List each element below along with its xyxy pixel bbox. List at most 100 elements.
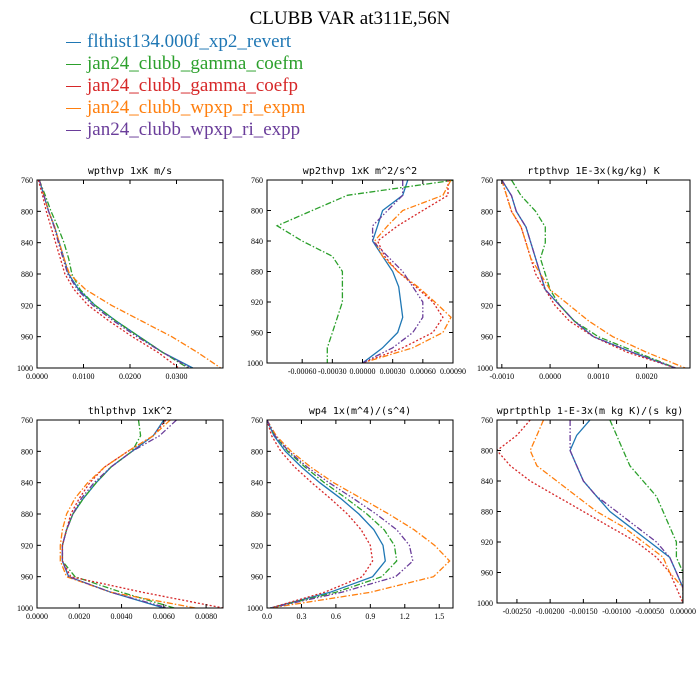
series-line [362, 180, 409, 363]
x-tick-label: -0.00030 [318, 367, 347, 376]
series-line [275, 180, 453, 363]
y-tick-label: 840 [481, 239, 493, 248]
x-tick-label: -0.00060 [288, 367, 317, 376]
series-line [59, 420, 196, 608]
plot-frame [266, 179, 454, 364]
y-tick-label: 960 [481, 569, 493, 578]
y-tick-label: 880 [21, 510, 33, 519]
series-line [267, 420, 414, 608]
x-tick-label: 0.0020 [68, 612, 90, 621]
series-line [501, 180, 676, 368]
x-tick-label: 0.00090 [440, 367, 466, 376]
x-tick-label: 0.0300 [166, 372, 188, 381]
y-tick-label: 1000 [247, 604, 263, 613]
x-tick-label: 0.0000 [26, 612, 48, 621]
y-tick-label: 840 [251, 237, 263, 246]
legend-item: flthist134.000f_xp2_revert [66, 31, 305, 53]
series-line [362, 180, 452, 363]
y-tick-label: 800 [21, 207, 33, 216]
series-line [569, 420, 683, 603]
panel-title: thlpthvp 1xK^2 [88, 406, 172, 417]
y-tick-label: 920 [481, 301, 493, 310]
x-tick-label: 0.0020 [636, 372, 658, 381]
y-tick-label: 880 [251, 510, 263, 519]
y-tick-label: 800 [481, 447, 493, 456]
y-tick-label: 920 [251, 541, 263, 550]
x-tick-label: -0.00200 [536, 607, 565, 616]
panel: wprtpthlp 1-E-3x(m kg K)/(s kg) 760 800 840… [477, 406, 696, 616]
legend: flthist134.000f_xp2_revert jan24_clubb_g… [66, 31, 305, 141]
legend-item: jan24_clubb_gamma_coefm [66, 53, 305, 75]
series-line [501, 180, 676, 368]
x-tick-label: -0.00150 [569, 607, 598, 616]
panel-title: wp2thvp 1xK m^2/s^2 [303, 166, 417, 177]
y-tick-label: 840 [251, 479, 263, 488]
y-tick-label: 960 [251, 573, 263, 582]
plot-frame [496, 179, 691, 369]
x-tick-label: 0.00000 [670, 607, 696, 616]
y-tick-label: 760 [21, 416, 33, 425]
x-tick-label: 0.0040 [111, 612, 133, 621]
x-tick-label: 0.0080 [195, 612, 217, 621]
y-tick-label: 800 [251, 207, 263, 216]
y-tick-label: 920 [21, 301, 33, 310]
plot-frame [266, 419, 454, 609]
x-tick-label: -0.00250 [503, 607, 532, 616]
y-tick-label: 760 [481, 176, 493, 185]
panel: thlpthvp 1xK^276080084088092096010000.00… [17, 406, 224, 621]
x-tick-label: -0.00050 [635, 607, 664, 616]
y-tick-label: 920 [481, 538, 493, 547]
x-tick-label: 0.0000 [539, 372, 561, 381]
plot-frame [496, 419, 684, 604]
series-line [501, 180, 686, 368]
legend-label: jan24_clubb_wpxp_ri_expp [87, 119, 301, 140]
panel-title: wpthvp 1xK m/s [88, 166, 172, 177]
legend-swatch [66, 64, 81, 66]
legend-swatch [66, 86, 81, 88]
legend-swatch [66, 108, 81, 110]
y-tick-label: 880 [251, 268, 263, 277]
x-tick-label: 0.00030 [380, 367, 406, 376]
y-tick-label: 880 [21, 270, 33, 279]
y-tick-label: 760 [251, 416, 263, 425]
legend-swatch [66, 42, 81, 44]
x-tick-label: 0.0000 [26, 372, 48, 381]
series-line [609, 420, 683, 603]
legend-item: jan24_clubb_wpxp_ri_expp [66, 119, 305, 141]
x-tick-label: 0.00000 [350, 367, 376, 376]
series-line [61, 420, 177, 608]
x-tick-label: 0.9 [365, 612, 375, 621]
x-tick-label: 0.3 [296, 612, 306, 621]
panel-title: wp4 1x(m^4)/(s^4) [309, 406, 411, 417]
legend-item: jan24_clubb_gamma_coefp [66, 75, 305, 97]
y-tick-label: 840 [481, 477, 493, 486]
panel: wp4 1x(m^4)/(s^4)76080084088092096010000… [247, 406, 454, 621]
y-tick-label: 920 [251, 298, 263, 307]
y-tick-label: 840 [21, 479, 33, 488]
y-tick-label: 1000 [17, 364, 33, 373]
y-tick-label: 840 [21, 239, 33, 248]
legend-item: jan24_clubb_wpxp_ri_expm [66, 97, 305, 119]
y-tick-label: 920 [21, 541, 33, 550]
panel: rtpthvp 1E-3x(kg/kg) K 760 800 840 880 920 960… [477, 166, 691, 381]
x-tick-label: 0.00060 [410, 367, 436, 376]
series-line [61, 420, 223, 608]
y-tick-label: 1000 [477, 364, 493, 373]
y-tick-label: 760 [481, 416, 493, 425]
x-tick-label: 0.0200 [119, 372, 141, 381]
panel: wpthvp 1xK m/s 760 800 840 880 920 960 10000.00… [17, 166, 224, 381]
y-tick-label: 1000 [17, 604, 33, 613]
y-tick-label: 960 [251, 329, 263, 338]
series-line [38, 180, 189, 368]
series-line [362, 180, 449, 363]
chart-title: CLUBB VAR at311E,56N [249, 8, 451, 29]
legend-label: jan24_clubb_wpxp_ri_expm [87, 97, 306, 118]
x-tick-label: -0.0010 [489, 372, 514, 381]
series-line [501, 180, 676, 368]
y-tick-label: 960 [481, 333, 493, 342]
series-line [37, 180, 180, 368]
y-tick-label: 1000 [247, 359, 263, 368]
y-tick-label: 760 [251, 176, 263, 185]
legend-label: jan24_clubb_gamma_coefm [87, 53, 304, 74]
y-tick-label: 800 [481, 207, 493, 216]
